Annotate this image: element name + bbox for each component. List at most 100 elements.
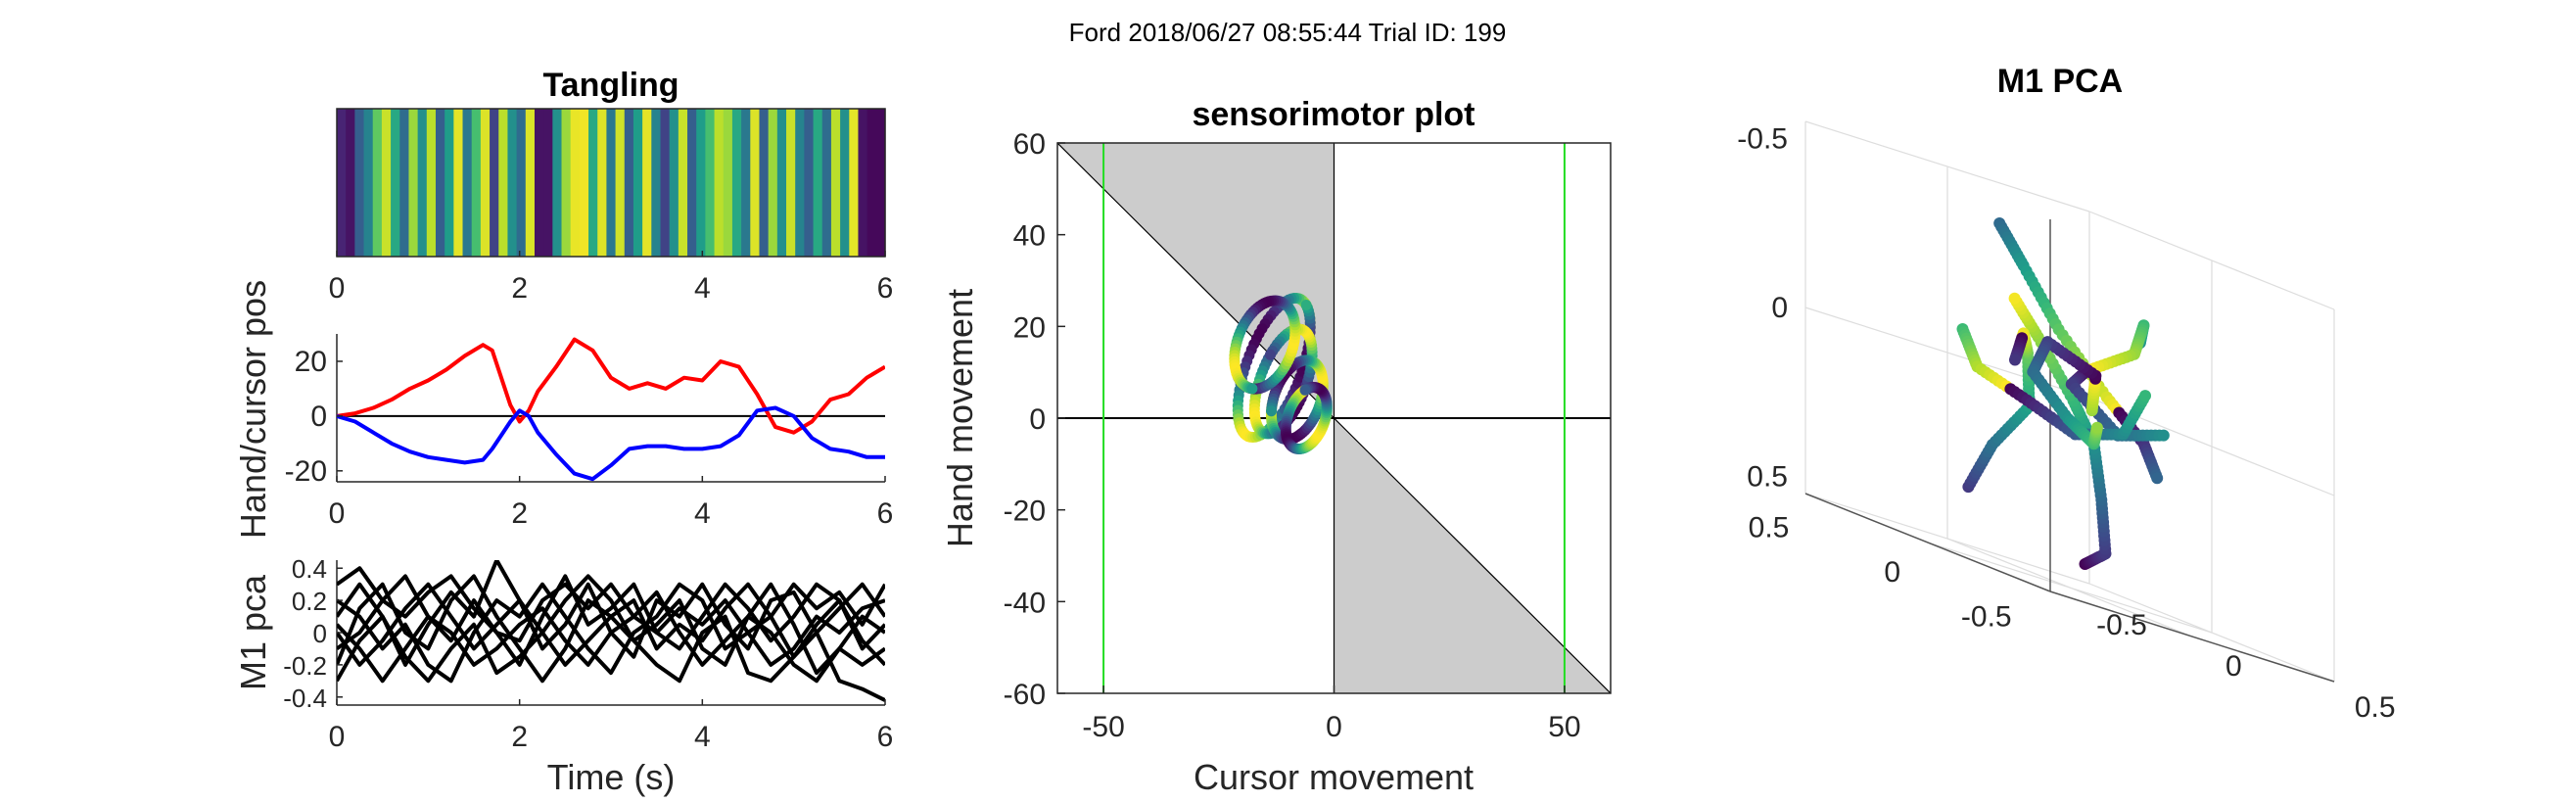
tangling-cell xyxy=(372,109,383,257)
tangling-cell xyxy=(498,109,509,257)
tangling-cell xyxy=(651,109,662,257)
tangling-cell xyxy=(624,109,634,257)
m1-pca-3d-x-tick-label: 0 xyxy=(2225,650,2242,683)
tangling-panel: Tangling 0 2 4 6 xyxy=(329,67,894,305)
sensorimotor-y-tick-label: 0 xyxy=(1029,403,1046,436)
hand-cursor-x-tick-label: 6 xyxy=(877,497,894,530)
tangling-frame xyxy=(336,108,886,258)
hand-cursor-x-tick-label: 4 xyxy=(694,497,711,530)
tangling-cell xyxy=(516,109,527,257)
sensorimotor-xlabel: Cursor movement xyxy=(1194,757,1474,797)
tangling-cell xyxy=(525,109,536,257)
hand-cursor-x-tick-label: 0 xyxy=(329,497,346,530)
m1-pca-ticks: 0 2 4 6 -0.4 -0.2 0 0.2 0.4 xyxy=(283,554,893,753)
tangling-cell xyxy=(453,109,464,257)
sensorimotor-y-tick-label: -60 xyxy=(1004,679,1046,711)
tangling-cell xyxy=(632,109,643,257)
m1-pca-3d-z-tick-label: -0.5 xyxy=(1737,122,1788,155)
tangling-cell xyxy=(480,109,491,257)
sensorimotor-ticks: -50 0 50 -60 -40 -20 0 20 40 60 xyxy=(1004,128,1581,743)
tangling-cell xyxy=(543,109,553,257)
tangling-cell xyxy=(597,109,608,257)
tangling-cell xyxy=(391,109,400,257)
tangling-cell xyxy=(669,109,679,257)
m1-pca-3d-grid-line xyxy=(1946,538,2193,638)
m1-pca-3d-y-tick-label: 0.5 xyxy=(1749,512,1790,544)
tangling-cell xyxy=(759,109,770,257)
m1-pca-3d-panel: M1 PCA 0.5 0 -0.5 0.5 0 -0.5 -0.5 0 0.5 xyxy=(1737,63,2395,724)
sensorimotor-panel: sensorimotor plot -50 0 50 -60 -40 -20 0 20 40 60… xyxy=(940,96,1612,797)
m1-pca-traces-panel: 0 2 4 6 -0.4 -0.2 0 0.2 0.4 M1 pca Time (s) xyxy=(233,554,893,797)
m1-pca-3d-axis-line xyxy=(2049,590,2335,683)
sensorimotor-point xyxy=(1246,383,1258,395)
tangling-cell xyxy=(813,109,823,257)
tangling-cell xyxy=(866,109,877,257)
sensorimotor-title: sensorimotor plot xyxy=(1192,96,1475,133)
hand-cursor-y-tick-label: 20 xyxy=(295,346,327,378)
m1-pca-3d-x-tick-label: 0.5 xyxy=(2355,691,2396,724)
hand-cursor-ylabel: Hand/cursor pos xyxy=(233,280,273,539)
tangling-cell xyxy=(678,109,688,257)
m1-pca-y-tick-label: -0.4 xyxy=(283,684,327,713)
tangling-x-tick-label: 6 xyxy=(877,272,894,305)
tangling-cell xyxy=(830,109,841,257)
tangling-x-tick-label: 4 xyxy=(694,272,711,305)
m1-pca-3d-z-tick-label: 0.5 xyxy=(1747,461,1788,494)
sensorimotor-x-tick-label: 50 xyxy=(1548,711,1580,743)
tangling-cell xyxy=(354,109,365,257)
tangling-cell xyxy=(615,109,626,257)
tangling-cell xyxy=(588,109,598,257)
tangling-cell xyxy=(507,109,518,257)
tangling-cell xyxy=(687,109,697,257)
sensorimotor-points xyxy=(1229,293,1333,454)
m1-pca-3d-y-tick-label: 0 xyxy=(1884,556,1900,589)
tangling-cell xyxy=(462,109,473,257)
m1-pca-3d-x-tick-label: -0.5 xyxy=(2096,609,2147,641)
m1-pca-ylabel: M1 pca xyxy=(233,574,273,690)
sensorimotor-y-tick-label: -40 xyxy=(1004,587,1046,619)
tangling-cell xyxy=(445,109,454,257)
sensorimotor-ylabel: Hand movement xyxy=(940,289,980,547)
tangling-cell xyxy=(579,109,589,257)
tangling-cell xyxy=(786,109,796,257)
tangling-cell xyxy=(705,109,716,257)
m1-pca-traces xyxy=(337,560,885,702)
m1-pca-3d-z-tick-label: 0 xyxy=(1771,292,1788,324)
m1-pca-xlabel: Time (s) xyxy=(547,757,676,797)
hand-cursor-x-tick-label: 2 xyxy=(511,497,528,530)
m1-pca-3d-point xyxy=(2090,421,2103,434)
tangling-cell xyxy=(642,109,652,257)
tangling-cell xyxy=(804,109,815,257)
m1-pca-3d-point xyxy=(2139,390,2151,402)
tangling-heatmap xyxy=(337,109,886,257)
tangling-cell xyxy=(399,109,410,257)
tangling-cell xyxy=(426,109,437,257)
hand-cursor-series-line xyxy=(337,337,885,435)
m1-pca-series-line xyxy=(337,590,885,684)
tangling-x-tick-label: 0 xyxy=(329,272,346,305)
tangling-cell xyxy=(346,109,355,257)
tangling-cell xyxy=(660,109,671,257)
tangling-cell xyxy=(534,109,544,257)
m1-pca-3d-point xyxy=(2008,292,2021,305)
tangling-cell xyxy=(408,109,419,257)
m1-pca-series-line xyxy=(337,566,885,643)
tangling-cell xyxy=(471,109,482,257)
m1-pca-x-tick-label: 6 xyxy=(877,721,894,753)
tangling-cell xyxy=(776,109,787,257)
tangling-cell xyxy=(723,109,733,257)
m1-pca-3d-title: M1 PCA xyxy=(1997,63,2123,100)
tangling-x-axis: 0 2 4 6 xyxy=(329,251,894,305)
tangling-cell xyxy=(435,109,445,257)
tangling-cell xyxy=(768,109,778,257)
tangling-cell xyxy=(561,109,572,257)
tangling-title: Tangling xyxy=(542,67,679,104)
tangling-cell xyxy=(731,109,742,257)
m1-pca-3d-ticks: 0.5 0 -0.5 0.5 0 -0.5 -0.5 0 0.5 xyxy=(1737,122,2395,724)
sensorimotor-y-tick-label: -20 xyxy=(1004,496,1046,528)
m1-pca-y-tick-label: 0 xyxy=(313,619,327,648)
tangling-cell xyxy=(606,109,617,257)
hand-cursor-series xyxy=(337,337,885,482)
